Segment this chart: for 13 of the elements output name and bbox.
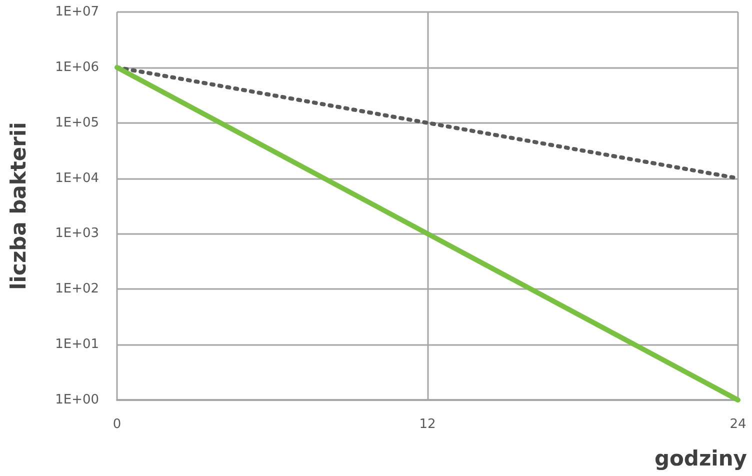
y-tick-label: 1E+05: [55, 115, 99, 130]
x-axis-title: godziny: [654, 446, 748, 470]
y-tick-label: 1E+07: [55, 4, 99, 20]
y-tick-label: 1E+04: [55, 170, 99, 186]
y-tick-label: 1E+01: [55, 337, 99, 352]
x-tick-label: 12: [419, 417, 436, 432]
y-tick-label: 1E+00: [55, 392, 99, 408]
y-axis-title: liczba bakterii: [6, 122, 30, 290]
y-tick-label: 1E+03: [55, 226, 99, 242]
x-tick-label: 0: [112, 417, 122, 432]
y-tick-label: 1E+06: [55, 60, 99, 75]
y-tick-label: 1E+02: [55, 282, 99, 297]
x-tick-label: 24: [730, 417, 746, 432]
